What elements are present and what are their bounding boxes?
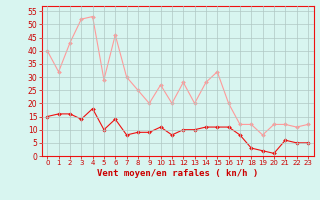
X-axis label: Vent moyen/en rafales ( kn/h ): Vent moyen/en rafales ( kn/h )	[97, 169, 258, 178]
